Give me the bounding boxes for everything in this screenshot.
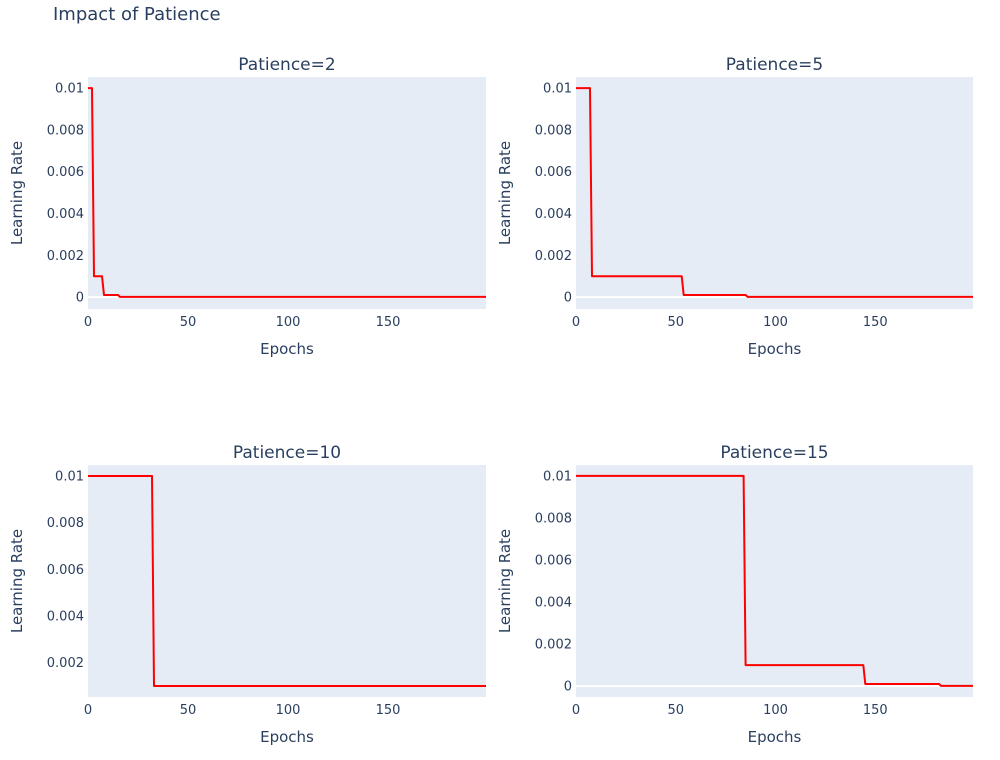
learning-rate-line [576,474,973,687]
y-tick-label: 0 [76,291,84,306]
x-tick-label: 50 [180,703,197,718]
plot-area [88,465,486,697]
chart-main-title: Impact of Patience [53,4,221,25]
y-tick-label: 0.006 [47,563,84,578]
y-axis-title: Learning Rate [496,141,514,245]
x-axis-title: Epochs [748,728,802,746]
x-tick-label: 100 [276,315,301,330]
x-tick-label: 100 [276,703,301,718]
y-axis-title: Learning Rate [8,141,26,245]
x-tick-label: 50 [180,315,197,330]
plot-area [88,77,486,309]
x-tick-label: 150 [863,315,888,330]
x-tick-label: 150 [376,315,401,330]
y-tick-label: 0.004 [47,207,84,222]
y-tick-label: 0 [564,291,572,306]
x-axis-title: Epochs [748,340,802,358]
y-tick-label: 0.008 [47,123,84,138]
learning-rate-line [88,475,486,687]
y-tick-label: 0.006 [47,165,84,180]
y-tick-label: 0.008 [535,511,572,526]
y-tick-label: 0.002 [535,249,572,264]
subplot-title: Patience=10 [233,443,341,463]
plot-area [576,77,973,309]
subplot-patience-5: Patience=5 0 0.002 0.004 0.006 0.008 0.01 0 50 10… [496,55,973,358]
x-tick-label: 100 [763,703,788,718]
learning-rate-line [88,87,486,298]
y-tick-label: 0.006 [535,165,572,180]
x-tick-label: 0 [572,703,580,718]
y-tick-label: 0 [564,680,572,695]
y-tick-label: 0.01 [55,82,84,97]
y-tick-label: 0.008 [47,516,84,531]
x-tick-label: 150 [376,703,401,718]
x-axis-title: Epochs [260,728,314,746]
y-tick-label: 0.002 [47,656,84,671]
subplot-patience-15: Patience=15 0 0.002 0.004 0.006 0.008 0.01 0 50 1… [496,443,973,746]
x-tick-label: 150 [863,703,888,718]
y-tick-label: 0.002 [535,638,572,653]
subplot-title: Patience=15 [720,443,828,463]
y-tick-label: 0.004 [535,207,572,222]
subplot-title: Patience=2 [238,55,335,75]
y-tick-label: 0.002 [47,249,84,264]
x-tick-label: 100 [763,315,788,330]
y-tick-label: 0.01 [543,469,572,484]
y-tick-label: 0.006 [535,553,572,568]
y-tick-label: 0.008 [535,123,572,138]
y-axis-title: Learning Rate [496,529,514,633]
x-tick-label: 0 [84,315,92,330]
x-tick-label: 50 [667,315,684,330]
y-tick-label: 0.004 [47,610,84,625]
subplot-patience-2: Patience=2 0 0.002 0.004 0.006 0.008 0.01 0 50 10… [8,55,486,358]
subplot-patience-10: Patience=10 0.002 0.004 0.006 0.008 0.01 0 50 10… [8,443,486,746]
x-axis-title: Epochs [260,340,314,358]
x-tick-label: 50 [667,703,684,718]
x-tick-label: 0 [84,703,92,718]
y-tick-label: 0.004 [535,596,572,611]
y-axis-title: Learning Rate [8,529,26,633]
y-tick-label: 0.01 [543,82,572,97]
learning-rate-line [576,87,973,298]
plot-area [576,465,973,697]
subplot-title: Patience=5 [726,55,823,75]
y-tick-label: 0.01 [55,469,84,484]
x-tick-label: 0 [572,315,580,330]
